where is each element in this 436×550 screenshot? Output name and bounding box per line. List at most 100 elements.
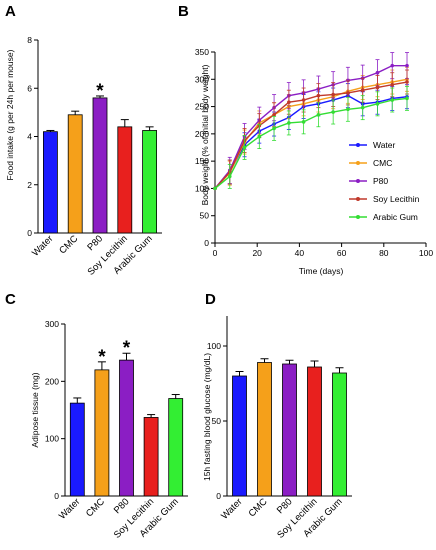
panel-b-legend-marker — [356, 197, 360, 201]
panel-b-data-point — [360, 88, 365, 92]
panel-c-chart: Adipose tissue (mg) 0 100 200 300 Water * CMC *… — [30, 319, 188, 541]
panel-d-y-tick-label: 0 — [216, 491, 221, 501]
panel-letter-c: C — [5, 291, 16, 308]
panel-b-series-line — [214, 97, 408, 189]
panel-b-legend-marker — [356, 143, 360, 147]
panel-c-bar — [94, 369, 110, 497]
panel-c-bar — [69, 402, 85, 497]
panel-b-data-point — [360, 105, 365, 110]
panel-b-data-point — [301, 120, 306, 124]
panel-b-data-point — [405, 96, 409, 101]
panel-b-data-point — [287, 121, 291, 125]
panel-a-y-tick-label: 8 — [27, 35, 32, 45]
panel-b-legend-marker — [356, 179, 360, 183]
panel-b-x-tick-label: 40 — [295, 248, 305, 258]
panel-d-category-label: P80 — [275, 496, 295, 516]
panel-b-data-point — [375, 85, 380, 90]
panel-b-y-tick-label: 50 — [200, 211, 210, 221]
panel-b-data-point — [390, 82, 395, 87]
panel-a-y-tick-label: 4 — [27, 132, 32, 142]
panel-a-y-tick-label: 2 — [27, 180, 32, 190]
panel-b-data-point — [272, 112, 276, 117]
panel-b-data-point — [405, 63, 409, 68]
panel-d-y-tick-label: 100 — [207, 341, 221, 351]
panel-b-y-tick-label: 200 — [195, 129, 209, 139]
panel-b-data-point — [287, 100, 291, 105]
panel-c-y-tick-label: 100 — [45, 434, 59, 444]
panel-c-category-label: Water — [57, 496, 82, 521]
panel-b-series-line — [214, 81, 408, 189]
panel-b-data-point — [346, 91, 350, 95]
panel-a-y-tick-label: 0 — [27, 228, 32, 238]
panel-b-x-tick-label: 80 — [379, 248, 389, 258]
panel-b-y-tick-label: 0 — [204, 238, 209, 248]
panel-a-bar — [117, 126, 133, 234]
panel-b-legend-label: CMC — [373, 158, 392, 168]
panel-b-data-point — [375, 70, 380, 75]
panel-d-chart: 15h fasting blood glucose (mg/dL) 0 50 100… — [202, 316, 352, 541]
panel-a-bar — [67, 114, 83, 234]
panel-b-chart: Body weight (% of initial body weight) T… — [195, 47, 434, 276]
panel-b-series-line — [214, 94, 408, 189]
panel-d-ylabel: 15h fasting blood glucose (mg/dL) — [202, 353, 212, 481]
panel-d-category-label: CMC — [247, 496, 270, 519]
panel-b-data-point — [346, 107, 350, 112]
panel-c-ylabel: Adipose tissue (mg) — [30, 372, 40, 447]
panel-a-category-label: Water — [30, 233, 55, 258]
panel-d-y-tick-label: 50 — [212, 416, 222, 426]
panel-b-data-point — [316, 112, 321, 117]
panel-b-legend-label: Soy Lecithin — [373, 194, 420, 204]
panel-b-data-point — [405, 80, 409, 84]
panel-b-data-point — [227, 174, 232, 179]
panel-b-legend-label: Arabic Gum — [373, 212, 418, 222]
panel-b-data-point — [272, 126, 276, 131]
panel-b-legend-label: P80 — [373, 176, 388, 186]
panel-b-series-line — [214, 64, 408, 189]
panel-b-data-point — [316, 93, 321, 98]
panel-b-y-tick-label: 100 — [195, 183, 209, 193]
panel-b-y-tick-label: 150 — [195, 156, 209, 166]
panel-c-y-tick-label: 300 — [45, 319, 59, 329]
panel-a-bar — [142, 130, 158, 234]
panel-b-data-point — [390, 98, 395, 102]
panel-c-bar — [143, 417, 159, 497]
panel-b-ylabel: Body weight (% of initial body weight) — [200, 64, 210, 205]
panel-a-significance-mark: * — [96, 81, 104, 102]
panel-c-bar — [119, 359, 134, 497]
panel-b-legend-label: Water — [373, 140, 396, 150]
panel-b-x-tick-label: 0 — [213, 248, 218, 258]
panel-c-category-label: CMC — [84, 496, 107, 519]
panel-b-y-tick-label: 250 — [195, 102, 209, 112]
panel-a-chart: Food intake (g per 24h per mouse) 0 2 4 6 8 W… — [5, 35, 162, 278]
panel-c-y-tick-label: 200 — [45, 376, 59, 386]
panel-b-xlabel: Time (days) — [299, 266, 344, 276]
panel-letter-a: A — [5, 3, 16, 20]
panel-c-significance-mark: * — [123, 338, 131, 359]
panel-b-data-point — [390, 63, 395, 68]
panel-c-y-tick-label: 0 — [54, 491, 59, 501]
panel-letter-b: B — [178, 3, 189, 20]
panel-a-category-label: P80 — [85, 233, 105, 253]
panel-b-data-point — [331, 92, 335, 97]
panel-d-bar — [232, 375, 247, 497]
panel-a-ylabel: Food intake (g per 24h per mouse) — [5, 49, 15, 180]
panel-b-legend-marker — [356, 215, 360, 219]
panel-b-x-tick-label: 60 — [337, 248, 347, 258]
panel-a-category-label: CMC — [57, 233, 80, 256]
panel-b-data-point — [213, 186, 217, 191]
panel-a-y-tick-label: 6 — [27, 83, 32, 93]
panel-d-category-label: Water — [219, 496, 244, 521]
panel-b-data-point — [331, 110, 335, 114]
panel-b-series-line — [214, 78, 408, 189]
panel-d-bar — [282, 363, 297, 497]
panel-c-category-label: P80 — [112, 496, 132, 516]
panel-b-plot-area: 0 50 100 150 200 250 300 350 0 20 40 60 80 100 — [195, 47, 434, 258]
panel-d-bar — [332, 372, 347, 497]
panel-b-legend-marker — [356, 161, 360, 165]
panel-b-data-point — [375, 102, 380, 106]
panel-d-bar — [257, 362, 272, 497]
panel-b-data-point — [301, 98, 306, 102]
